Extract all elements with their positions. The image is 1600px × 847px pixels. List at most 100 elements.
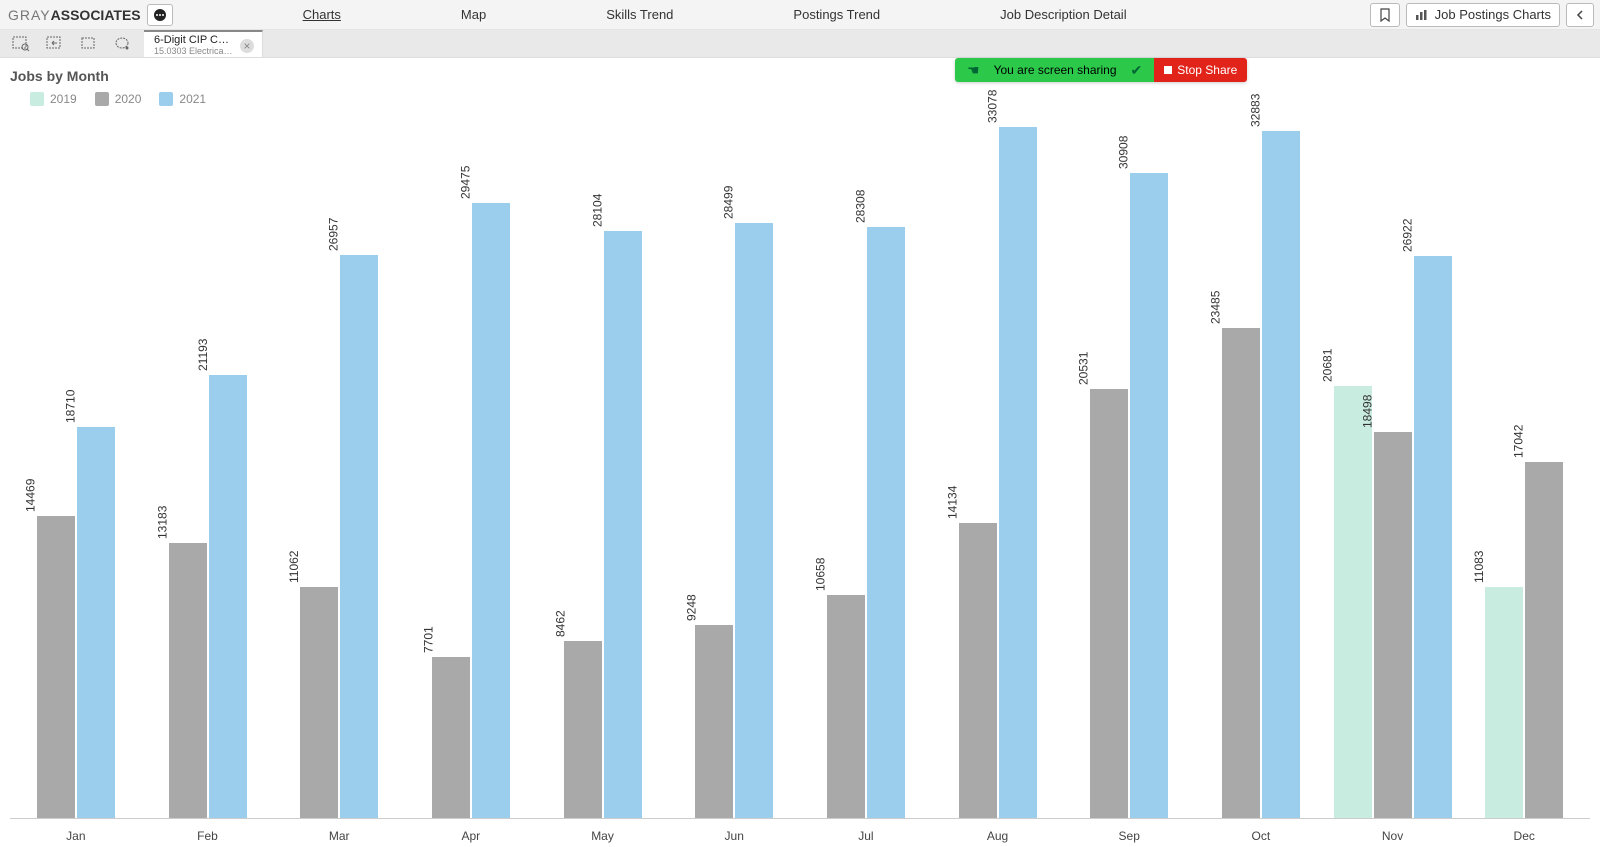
bar-value-label: 20681 xyxy=(1320,349,1334,386)
bar-2020-sep[interactable]: 20531 xyxy=(1090,389,1128,818)
bar-2021-jun[interactable]: 28499 xyxy=(735,223,773,818)
bar-2021-oct[interactable]: 32883 xyxy=(1262,131,1300,818)
bar-value-label: 28308 xyxy=(853,190,867,227)
bar-value-label: 11083 xyxy=(1472,550,1486,586)
month-group-mar: 1106226957 xyxy=(273,108,405,818)
undo-select-tool[interactable] xyxy=(38,30,72,58)
close-icon[interactable]: × xyxy=(240,39,254,53)
bar-2021-apr[interactable]: 29475 xyxy=(472,203,510,819)
legend-item-2019[interactable]: 2019 xyxy=(30,92,77,106)
screen-share-status: ☚ You are screen sharing ✔ xyxy=(955,58,1154,82)
nav-tab-postings-trend[interactable]: Postings Trend xyxy=(733,7,940,22)
month-group-feb: 1318321193 xyxy=(142,108,274,818)
plot-area: 1446918710131832119311062269577701294758… xyxy=(0,108,1600,847)
bar-2020-apr[interactable]: 7701 xyxy=(432,657,470,818)
plot: 1446918710131832119311062269577701294758… xyxy=(10,108,1590,819)
stop-share-label: Stop Share xyxy=(1177,63,1237,77)
month-group-apr: 770129475 xyxy=(405,108,537,818)
bar-value-label: 28104 xyxy=(590,194,604,231)
month-group-sep: 2053130908 xyxy=(1063,108,1195,818)
bar-value-label: 9248 xyxy=(685,594,699,625)
bar-2020-feb[interactable]: 13183 xyxy=(169,543,207,818)
bar-2020-jun[interactable]: 9248 xyxy=(695,625,733,818)
bar-2021-jul[interactable]: 28308 xyxy=(867,227,905,818)
filter-tab-text: 6-Digit CIP Cod... 15.0303 Electrical/Co… xyxy=(154,35,234,56)
rect-select-tool[interactable] xyxy=(72,30,106,58)
bar-value-label: 20531 xyxy=(1077,352,1091,389)
zoom-select-tool[interactable] xyxy=(4,30,38,58)
legend-item-2021[interactable]: 2021 xyxy=(159,92,206,106)
bar-2020-may[interactable]: 8462 xyxy=(564,641,602,818)
x-label-aug: Aug xyxy=(932,829,1064,843)
bar-value-label: 26922 xyxy=(1400,218,1414,255)
nav-tabs: ChartsMapSkills TrendPostings TrendJob D… xyxy=(243,7,1370,22)
nav-tab-skills-trend[interactable]: Skills Trend xyxy=(546,7,733,22)
brand-logo: GRAYASSOCIATES xyxy=(6,7,141,23)
bar-2021-may[interactable]: 28104 xyxy=(604,231,642,818)
bookmark-button[interactable] xyxy=(1370,3,1400,27)
chart-icon xyxy=(1415,9,1429,21)
x-label-oct: Oct xyxy=(1195,829,1327,843)
bar-2021-jan[interactable]: 18710 xyxy=(77,427,115,818)
toolbar: 6-Digit CIP Cod... 15.0303 Electrical/Co… xyxy=(0,30,1600,58)
x-label-jul: Jul xyxy=(800,829,932,843)
bar-value-label: 26957 xyxy=(326,218,340,255)
bar-2021-nov[interactable]: 26922 xyxy=(1414,256,1452,818)
x-label-may: May xyxy=(537,829,669,843)
bar-2020-aug[interactable]: 14134 xyxy=(959,523,997,818)
bar-2020-oct[interactable]: 23485 xyxy=(1222,328,1260,818)
topbar-right: Job Postings Charts xyxy=(1370,3,1594,27)
dots-icon xyxy=(153,8,167,22)
x-axis-labels: JanFebMarAprMayJunJulAugSepOctNovDec xyxy=(10,829,1590,843)
bar-2021-feb[interactable]: 21193 xyxy=(209,375,247,818)
bar-2019-dec[interactable]: 11083 xyxy=(1485,587,1523,818)
bar-value-label: 14469 xyxy=(23,478,37,515)
filter-tab-subtitle: 15.0303 Electrical/Co... xyxy=(154,47,234,56)
nav-tab-charts[interactable]: Charts xyxy=(243,7,401,22)
bar-2020-nov[interactable]: 18498 xyxy=(1374,432,1412,818)
nav-tab-map[interactable]: Map xyxy=(401,7,546,22)
job-postings-charts-button[interactable]: Job Postings Charts xyxy=(1406,3,1560,27)
bar-value-label: 13183 xyxy=(155,505,169,542)
filter-tab-title: 6-Digit CIP Cod... xyxy=(154,35,234,47)
legend-swatch xyxy=(159,92,173,106)
bar-value-label: 33078 xyxy=(985,90,999,127)
stop-share-button[interactable]: Stop Share xyxy=(1154,58,1247,82)
app-menu-button[interactable] xyxy=(147,4,173,26)
x-label-jan: Jan xyxy=(10,829,142,843)
collapse-button[interactable] xyxy=(1566,3,1594,27)
bar-value-label: 21193 xyxy=(195,339,209,375)
lasso-select-tool[interactable] xyxy=(106,30,140,58)
bar-value-label: 14134 xyxy=(945,485,959,522)
bookmark-icon xyxy=(1379,8,1391,22)
bar-2021-aug[interactable]: 33078 xyxy=(999,127,1037,818)
brand-associates: ASSOCIATES xyxy=(51,7,141,23)
bar-2020-jan[interactable]: 14469 xyxy=(37,516,75,818)
legend-label: 2019 xyxy=(50,92,77,106)
bar-2020-mar[interactable]: 11062 xyxy=(300,587,338,818)
nav-tab-job-description-detail[interactable]: Job Description Detail xyxy=(940,7,1186,22)
pointer-icon: ☚ xyxy=(967,62,980,79)
legend-item-2020[interactable]: 2020 xyxy=(95,92,142,106)
bar-value-label: 18498 xyxy=(1360,394,1374,431)
chevron-left-icon xyxy=(1576,10,1584,20)
bar-value-label: 11062 xyxy=(287,551,301,587)
x-label-apr: Apr xyxy=(405,829,537,843)
x-label-jun: Jun xyxy=(668,829,800,843)
month-group-aug: 1413433078 xyxy=(932,108,1064,818)
bar-value-label: 29475 xyxy=(458,165,472,202)
filter-tab-cip[interactable]: 6-Digit CIP Cod... 15.0303 Electrical/Co… xyxy=(144,30,263,57)
month-group-may: 846228104 xyxy=(537,108,669,818)
month-group-jan: 1446918710 xyxy=(10,108,142,818)
bar-2020-dec[interactable]: 17042 xyxy=(1525,462,1563,818)
bar-value-label: 30908 xyxy=(1117,135,1131,172)
bar-2020-jul[interactable]: 10658 xyxy=(827,595,865,818)
month-group-oct: 2348532883 xyxy=(1195,108,1327,818)
bar-2021-mar[interactable]: 26957 xyxy=(340,255,378,818)
bar-2019-nov[interactable]: 20681 xyxy=(1334,386,1372,818)
month-group-jun: 924828499 xyxy=(668,108,800,818)
bar-2021-sep[interactable]: 30908 xyxy=(1130,173,1168,818)
x-label-mar: Mar xyxy=(273,829,405,843)
brand-gray: GRAY xyxy=(8,7,51,23)
stop-icon xyxy=(1164,66,1172,74)
